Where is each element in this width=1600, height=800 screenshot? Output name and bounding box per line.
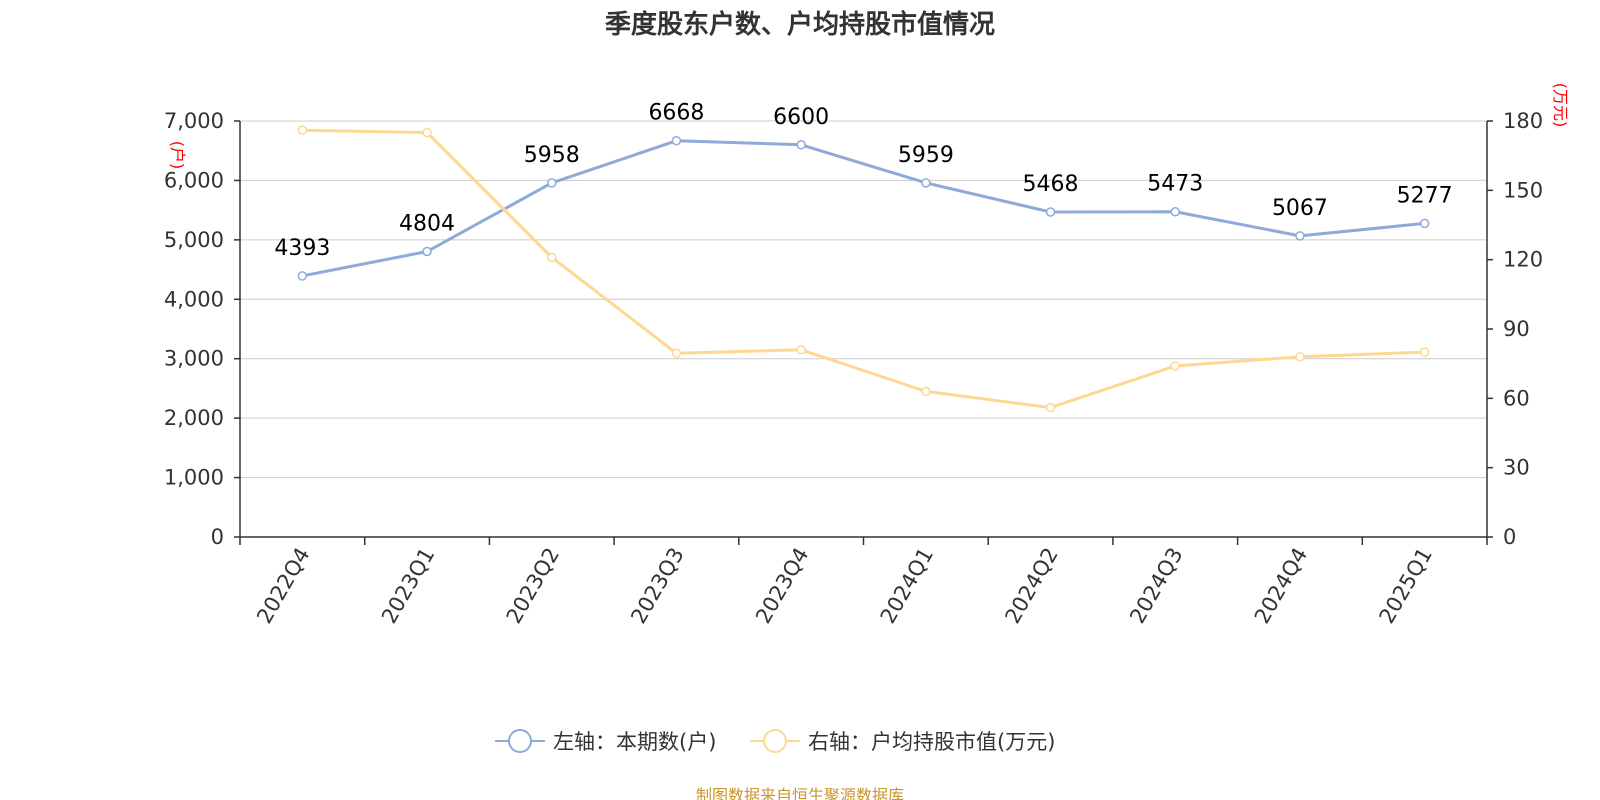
left-tick-label: 4,000	[164, 287, 224, 311]
right-tick-label: 60	[1503, 386, 1530, 410]
series-point-right	[921, 386, 931, 397]
right-tick-label: 120	[1503, 248, 1543, 272]
x-tick-label: 2023Q2	[502, 544, 564, 628]
data-label: 5958	[524, 143, 580, 168]
series-line-left	[302, 139, 1425, 278]
x-tick-label: 2025Q1	[1375, 544, 1437, 628]
right-axis-unit-label: (万元)	[1551, 83, 1570, 128]
series-point-right	[671, 348, 682, 359]
series-point-right	[1419, 347, 1430, 357]
x-tick-label: 2024Q2	[1000, 544, 1062, 628]
series-point-right	[297, 125, 308, 135]
x-tick-label: 2024Q4	[1250, 544, 1312, 628]
series-point-right	[547, 252, 557, 263]
data-label: 4393	[274, 236, 330, 261]
series-point-right	[1045, 402, 1056, 413]
legend-label: 左轴：本期数(户)	[553, 730, 716, 754]
x-tick-label: 2022Q4	[252, 544, 314, 628]
data-label: 6600	[773, 105, 829, 130]
series-point-left	[422, 246, 432, 257]
left-tick-label: 5,000	[164, 228, 224, 252]
source-note: 制图数据来自恒生聚源数据库	[695, 786, 904, 800]
series-line-right	[302, 128, 1425, 410]
series-point-right	[1295, 351, 1305, 362]
data-label: 5959	[898, 143, 954, 168]
x-tick-label: 2023Q1	[377, 544, 439, 628]
series-point-right	[1170, 361, 1180, 371]
legend-marker	[763, 729, 787, 753]
series-point-left	[547, 178, 557, 188]
series-point-left	[796, 140, 806, 150]
left-axis-unit-label: (户)	[168, 141, 187, 170]
left-tick-label: 1,000	[164, 466, 224, 490]
data-label: 4804	[399, 212, 455, 237]
left-tick-label: 2,000	[164, 406, 224, 430]
series-point-right	[422, 127, 432, 138]
legend-label: 右轴：户均持股市值(万元)	[808, 730, 1055, 754]
chart-title: 季度股东户数、户均持股市值情况	[604, 10, 995, 40]
series-point-left	[1170, 206, 1180, 217]
right-tick-label: 30	[1503, 456, 1530, 480]
right-tick-label: 150	[1503, 178, 1543, 202]
left-tick-label: 0	[211, 525, 224, 549]
series-point-left	[671, 135, 682, 146]
series-point-left	[921, 178, 931, 188]
left-tick-label: 6,000	[164, 168, 224, 192]
data-label: 5067	[1272, 196, 1328, 221]
x-tick-label: 2024Q3	[1125, 544, 1187, 628]
x-tick-label: 2023Q4	[751, 544, 813, 628]
right-tick-label: 90	[1503, 317, 1530, 341]
left-tick-label: 3,000	[164, 347, 224, 371]
data-label: 5468	[1023, 172, 1079, 197]
x-tick-label: 2023Q3	[626, 544, 688, 628]
data-label: 5473	[1147, 172, 1203, 197]
series-point-left	[1295, 231, 1305, 241]
right-tick-label: 180	[1503, 109, 1543, 133]
series-point-left	[297, 271, 308, 281]
data-label: 6668	[648, 101, 704, 126]
series-point-right	[796, 345, 806, 355]
x-tick-label: 2024Q1	[876, 544, 938, 628]
left-tick-label: 7,000	[164, 109, 224, 133]
legend-marker	[508, 729, 532, 753]
legend-item-right: 右轴：户均持股市值(万元)	[750, 729, 1055, 754]
right-tick-label: 0	[1503, 525, 1516, 549]
series-point-left	[1045, 207, 1056, 217]
series-point-left	[1419, 218, 1430, 229]
data-label: 5277	[1397, 183, 1453, 208]
legend-item-left: 左轴：本期数(户)	[495, 729, 716, 754]
